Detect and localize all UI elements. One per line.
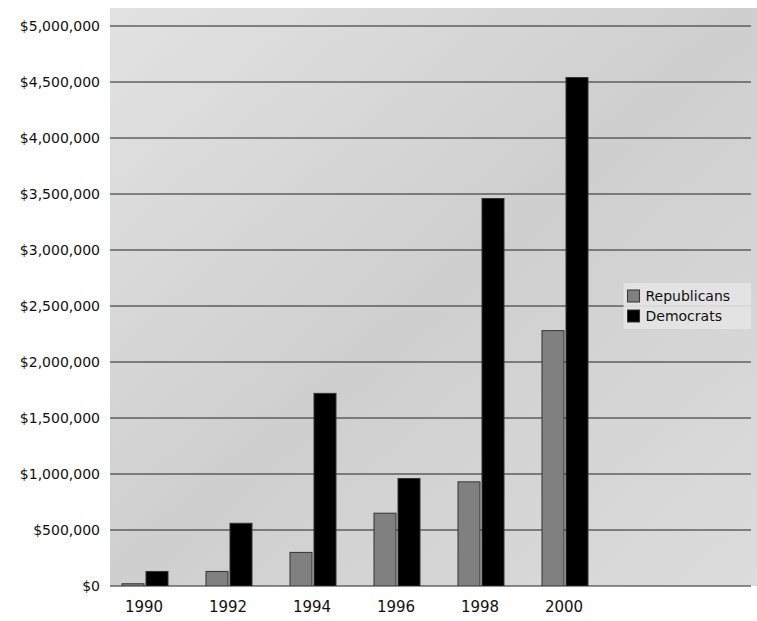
- y-tick-label: $4,000,000: [20, 130, 100, 146]
- bar: [206, 571, 228, 586]
- x-tick-label: 1990: [125, 598, 163, 616]
- bar: [122, 584, 144, 586]
- bar: [398, 478, 420, 586]
- bar: [542, 331, 564, 586]
- y-tick-label: $4,500,000: [20, 74, 100, 90]
- grid-line: [110, 418, 751, 419]
- grid-line: [110, 530, 751, 531]
- bar: [374, 513, 396, 586]
- grid-line: [110, 26, 751, 27]
- legend-label: Democrats: [646, 308, 722, 324]
- bars: [122, 78, 588, 586]
- grid-line: [110, 250, 751, 251]
- bar: [230, 523, 252, 586]
- y-tick-label: $3,000,000: [20, 242, 100, 258]
- x-tick-label: 1998: [461, 598, 499, 616]
- grid-line: [110, 474, 751, 475]
- grid-line: [110, 82, 751, 83]
- legend-label: Republicans: [646, 288, 731, 304]
- x-tick-label: 1996: [377, 598, 415, 616]
- bar: [290, 552, 312, 586]
- legend: Republicans Democrats: [624, 283, 751, 329]
- grid-line: [110, 194, 751, 195]
- grid-line: [110, 138, 751, 139]
- legend-background: [624, 283, 751, 329]
- x-tick-label: 2000: [545, 598, 583, 616]
- bar: [146, 571, 168, 586]
- y-tick-label: $1,000,000: [20, 466, 100, 482]
- legend-swatch: [628, 290, 640, 302]
- chart: $0 $500,000 $1,000,000 $1,500,000 $2,000,000…: [0, 0, 757, 621]
- y-tick-label: $0: [82, 578, 100, 594]
- y-tick-label: $2,000,000: [20, 354, 100, 370]
- y-tick-label: $500,000: [33, 522, 100, 538]
- plot-background: [110, 8, 757, 586]
- y-tick-label: $5,000,000: [20, 18, 100, 34]
- x-tick-label: 1992: [209, 598, 247, 616]
- bar: [314, 393, 336, 586]
- bar: [566, 78, 588, 586]
- bar: [482, 198, 504, 586]
- x-tick-label: 1994: [293, 598, 331, 616]
- y-tick-label: $1,500,000: [20, 410, 100, 426]
- grid-line: [110, 362, 751, 363]
- y-tick-label: $2,500,000: [20, 298, 100, 314]
- bar: [458, 482, 480, 586]
- legend-swatch: [628, 310, 640, 322]
- y-tick-label: $3,500,000: [20, 186, 100, 202]
